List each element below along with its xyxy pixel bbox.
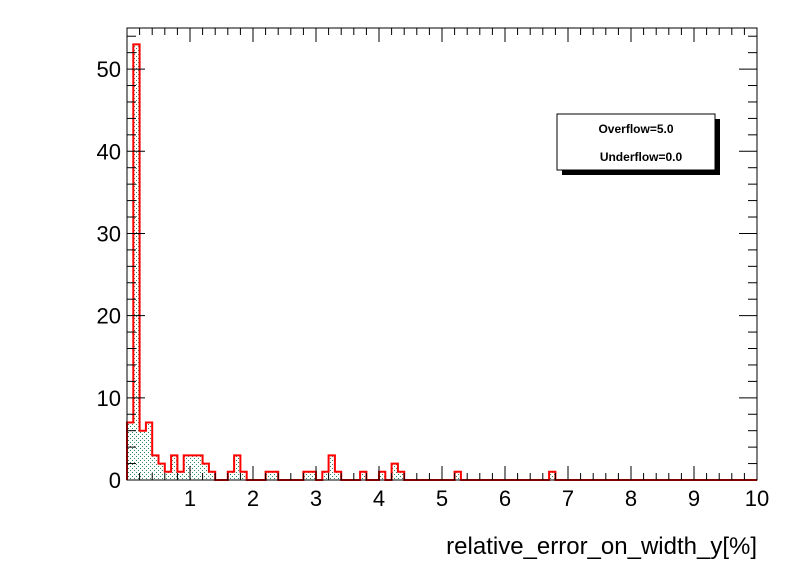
y-tick-labels: 0 10 20 30 40 50	[97, 57, 121, 493]
y-tick-label: 30	[97, 221, 121, 246]
histogram-bin	[133, 44, 140, 480]
x-tick-label: 4	[373, 486, 385, 511]
axis-ticks	[127, 28, 757, 480]
x-tick-label: 10	[745, 486, 769, 511]
x-tick-label: 5	[436, 486, 448, 511]
x-tick-label: 6	[499, 486, 511, 511]
histogram-bin	[139, 430, 146, 480]
y-tick-label: 0	[109, 468, 121, 493]
x-tick-labels: 1 2 3 4 5 6 7 8 9 10	[184, 486, 769, 511]
x-tick-label: 1	[184, 486, 196, 511]
x-tick-label: 9	[688, 486, 700, 511]
x-tick-label: 8	[625, 486, 637, 511]
histogram-bin	[158, 463, 165, 480]
y-tick-label: 50	[97, 57, 121, 82]
histogram-bin	[360, 471, 367, 480]
histogram-bin	[183, 455, 190, 480]
histogram-bin	[171, 455, 178, 480]
histogram-bin	[164, 471, 172, 480]
histogram-bars	[127, 44, 556, 480]
histogram-bin	[391, 463, 398, 480]
histogram-bin	[127, 422, 134, 480]
histogram-bin	[190, 455, 197, 480]
x-tick-label: 2	[247, 486, 259, 511]
stats-box-panel	[556, 113, 716, 171]
histogram-bin	[328, 455, 335, 480]
overflow-label: Overflow=5.0	[598, 122, 673, 136]
histogram-bin	[309, 471, 316, 480]
underflow-label: Underflow=0.0	[600, 150, 683, 164]
histogram-bin	[202, 463, 209, 480]
histogram-bin	[334, 471, 342, 480]
histogram-bin	[145, 422, 153, 480]
histogram-bin	[234, 455, 241, 480]
histogram-outline	[126, 43, 757, 481]
x-tick-label: 3	[310, 486, 322, 511]
histogram-bin	[322, 471, 329, 480]
plot-frame	[126, 27, 758, 481]
histogram-bin	[208, 471, 216, 480]
x-tick-label: 7	[562, 486, 574, 511]
histogram-bin	[549, 471, 556, 480]
histogram-bin	[397, 471, 405, 480]
histogram-bin	[271, 471, 279, 480]
histogram-bin	[379, 471, 386, 480]
histogram-bin	[303, 471, 310, 480]
stats-box: Overflow=5.0 Underflow=0.0	[556, 113, 720, 175]
histogram-bin	[227, 471, 235, 480]
histogram-bin	[454, 471, 461, 480]
histogram-bin	[152, 455, 159, 480]
histogram-bin	[196, 455, 203, 480]
histogram-bin	[240, 471, 247, 480]
histogram-bin	[177, 471, 184, 480]
y-tick-label: 20	[97, 304, 121, 329]
y-tick-label: 10	[97, 386, 121, 411]
histogram-bin	[265, 471, 272, 480]
x-axis-title: relative_error_on_width_y[%]	[446, 533, 757, 560]
y-tick-label: 40	[97, 139, 121, 164]
